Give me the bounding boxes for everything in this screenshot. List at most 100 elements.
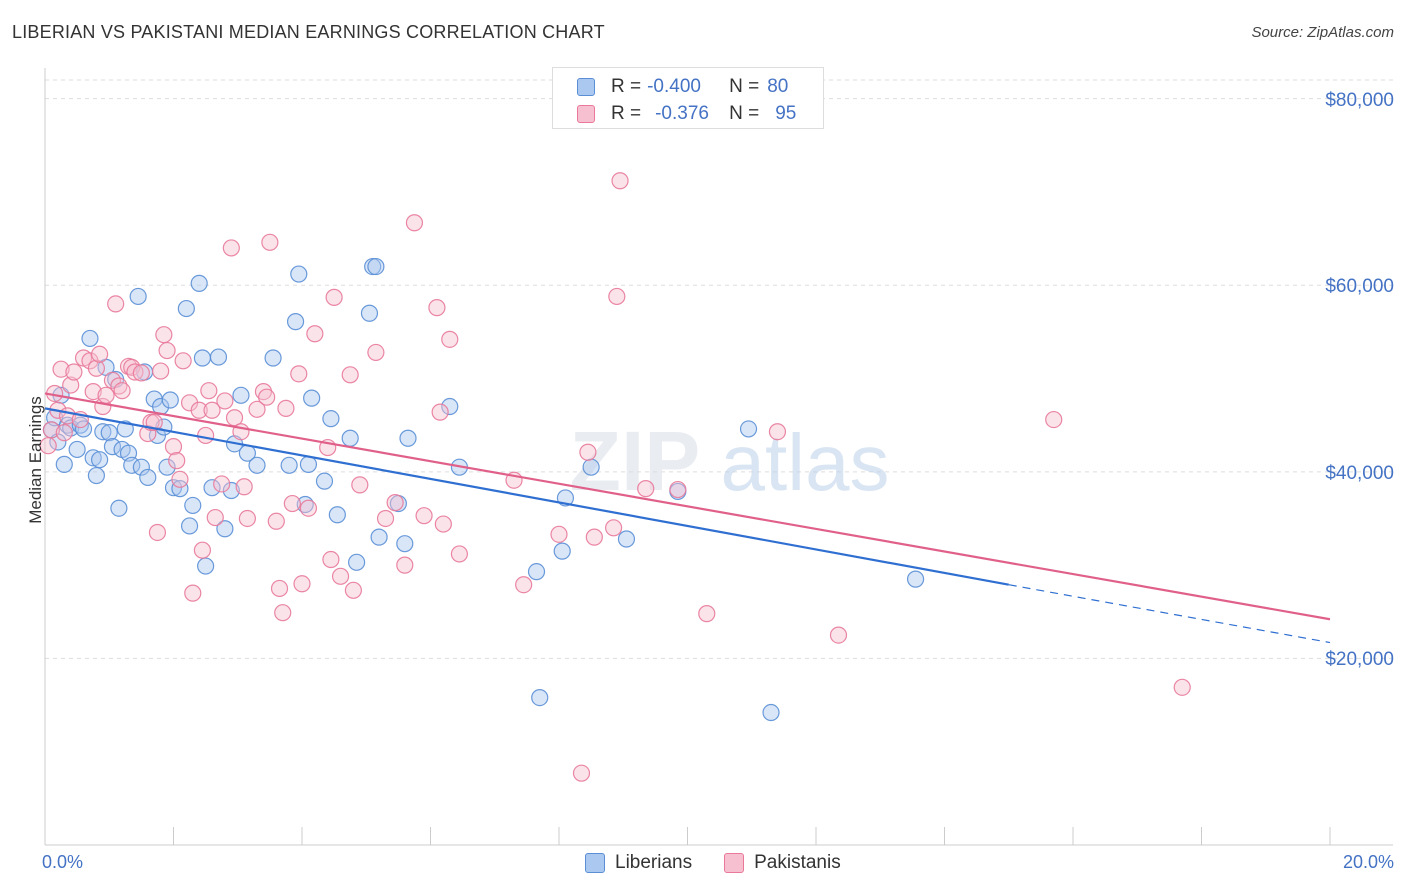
pakistani-point [386, 494, 404, 512]
legend-n-label: N = [729, 76, 760, 97]
pakistani-point [206, 508, 224, 527]
liberian-point [582, 458, 600, 476]
pakistani-point [428, 299, 446, 317]
pakistani-trend-line [44, 392, 1331, 621]
pakistani-point [768, 423, 787, 441]
pakistani-point [441, 330, 459, 348]
liberian-point [84, 449, 102, 467]
liberian-point [286, 313, 305, 331]
liberian-point [68, 440, 86, 459]
pakistani-point [113, 382, 131, 400]
pakistani-point [107, 295, 125, 313]
pakistani-point [344, 581, 362, 599]
liberian-point [209, 348, 228, 366]
pakistani-point [299, 499, 318, 517]
liberian-point [193, 349, 212, 367]
pakistani-point [605, 519, 623, 537]
liberian-point [100, 424, 118, 442]
legend-swatch-liberians [585, 853, 605, 873]
pakistani-point [123, 358, 141, 376]
pakistani-point [145, 413, 163, 431]
liberian-point [341, 429, 359, 447]
legend-r-value-liberians: -0.400 [647, 76, 701, 97]
liberian-point [370, 528, 388, 546]
liberian-point [158, 458, 176, 476]
pakistani-point [42, 421, 61, 439]
liberian-point [328, 506, 346, 524]
liberian-point [264, 349, 282, 367]
pakistani-point [611, 172, 629, 190]
pakistani-point [213, 475, 231, 493]
liberian-point [348, 553, 366, 571]
liberian-point [315, 472, 334, 490]
pakistani-point [258, 388, 276, 406]
liberian-point [91, 451, 109, 469]
pakistani-point [168, 452, 186, 470]
liberian-point [87, 466, 106, 485]
liberian-point [103, 438, 122, 456]
legend-row-pakistanis: R = -0.376 N = 95 [577, 102, 796, 126]
legend-label-liberians: Liberians [615, 852, 693, 873]
axes [44, 68, 1393, 846]
liberian-point [110, 499, 128, 517]
liberian-point [248, 456, 266, 474]
liberian-point [399, 429, 417, 447]
pakistani-point [293, 575, 311, 593]
y-tick-label: $60,000 [1325, 276, 1394, 298]
liberian-point [553, 542, 571, 560]
liberian-point [232, 386, 250, 404]
pakistani-point [267, 512, 285, 530]
legend-r-label: R = [611, 76, 642, 97]
liberian-point [190, 274, 208, 292]
pakistani-point [200, 382, 218, 400]
liberian-point [280, 456, 298, 474]
gridlines [45, 79, 1393, 659]
liberian-point [171, 480, 189, 498]
pakistani-point [341, 366, 359, 384]
pakistani-point [222, 239, 240, 257]
liberian-point [360, 304, 379, 322]
liberian-point [55, 455, 73, 473]
pakistani-point [283, 494, 301, 513]
pakistani-point [376, 509, 395, 528]
liberian-point [74, 420, 93, 438]
series-legend: Liberians Pakistanis [585, 852, 873, 874]
liberian-point [81, 329, 99, 348]
watermark: ZIP atlas [570, 414, 890, 508]
pakistani-point [158, 341, 176, 360]
liberian-point [303, 389, 321, 407]
liberian-point [367, 257, 385, 276]
pakistani-point [434, 515, 452, 533]
legend-r-value-pakistanis: -0.376 [655, 103, 709, 124]
pakistani-point [550, 525, 568, 543]
pakistani-point [55, 424, 73, 442]
liberian-trend-line [44, 407, 1009, 586]
pakistani-point [174, 352, 192, 370]
pakistani-point [203, 401, 221, 419]
liberian-point [739, 420, 758, 438]
x-tick-max: 20.0% [1342, 852, 1394, 872]
legend-label-pakistanis: Pakistanis [754, 852, 841, 873]
liberian-point [441, 397, 459, 416]
pakistani-point [450, 545, 469, 563]
pakistani-point [171, 470, 189, 488]
legend-n-label: N = [729, 103, 760, 124]
liberian-point [322, 410, 340, 428]
legend-row-liberians: R = -0.400 N = 80 [577, 75, 788, 99]
liberian-point [139, 468, 157, 487]
legend-swatch-pakistanis [577, 105, 595, 123]
pakistani-point [248, 400, 266, 418]
pakistani-point [829, 626, 848, 644]
pakistani-point [110, 377, 128, 395]
source-label: Source: ZipAtlas.com [1251, 24, 1394, 41]
pakistani-point [270, 579, 289, 598]
trend-lines [44, 392, 1331, 644]
data-points [39, 172, 1191, 782]
pakistani-point [52, 360, 70, 378]
pakistani-point [396, 556, 414, 574]
liberian-point [906, 570, 925, 588]
pakistani-point [331, 567, 350, 585]
y-tick-label: $80,000 [1325, 89, 1394, 111]
liberian-point [527, 563, 546, 581]
pakistani-point [277, 399, 295, 417]
